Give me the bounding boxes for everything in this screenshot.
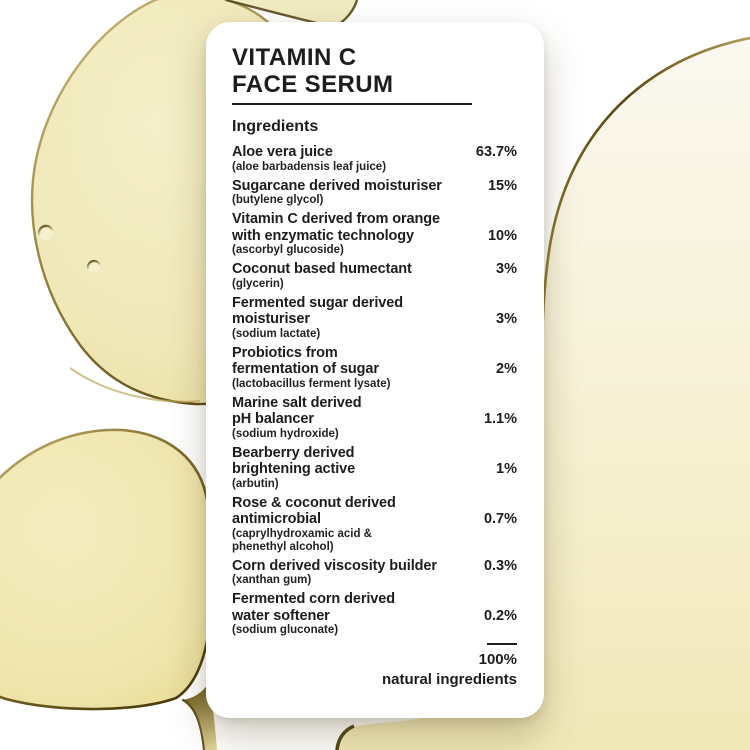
oil-bubble-small-1 bbox=[37, 224, 55, 242]
ingredient-percentage: 1.1% bbox=[483, 411, 517, 427]
total-percentage: 100% bbox=[478, 651, 517, 668]
total-divider bbox=[487, 643, 517, 645]
ingredient-inci: (sodium hydroxide) bbox=[232, 427, 339, 440]
ingredient-row: Bearberry derived brightening active 1% (… bbox=[232, 445, 517, 491]
ingredient-name: Fermented corn derived water softener bbox=[232, 591, 395, 624]
ingredient-row: Sugarcane derived moisturiser 15% (butyle… bbox=[232, 178, 517, 208]
product-title: VITAMIN C FACE SERUM bbox=[232, 44, 394, 98]
total-block: 100% natural ingredients bbox=[232, 643, 517, 688]
title-underline bbox=[232, 103, 472, 105]
ingredient-percentage: 10% bbox=[487, 227, 517, 244]
oil-bubble-small-2 bbox=[86, 259, 102, 275]
ingredients-card: VITAMIN C FACE SERUM Ingredients Aloe ve… bbox=[206, 22, 544, 718]
ingredient-row: Rose & coconut derived antimicrobial 0.7%… bbox=[232, 495, 517, 554]
ingredient-name: Vitamin C derived from orange with enzym… bbox=[232, 211, 440, 244]
ingredient-row: Vitamin C derived from orange with enzym… bbox=[232, 211, 517, 257]
ingredient-name: Bearberry derived brightening active bbox=[232, 444, 356, 478]
ingredient-percentage: 2% bbox=[496, 361, 517, 377]
ingredient-inci: (aloe barbadensis leaf juice) bbox=[232, 160, 387, 173]
ingredients-list: Aloe vera juice 63.7% (aloe barbadensis l… bbox=[232, 144, 517, 637]
ingredient-inci: (sodium lactate) bbox=[232, 327, 321, 340]
ingredient-inci: (caprylhydroxamic acid & phenethyl alcoh… bbox=[232, 527, 372, 553]
ingredient-inci: (arbutin) bbox=[232, 477, 279, 490]
ingredient-name: Fermented sugar derived moisturiser bbox=[232, 294, 403, 328]
ingredient-name: Aloe vera juice bbox=[232, 144, 333, 160]
ingredient-percentage: 0.2% bbox=[483, 607, 517, 624]
ingredient-row: Probiotics from fermentation of sugar 2% … bbox=[232, 345, 517, 391]
ingredient-name: Probiotics from fermentation of sugar bbox=[232, 344, 379, 378]
ingredients-heading: Ingredients bbox=[232, 118, 319, 135]
ingredient-inci: (xanthan gum) bbox=[232, 574, 312, 586]
ingredient-inci: (ascorbyl glucoside) bbox=[232, 244, 344, 256]
ingredient-row: Fermented sugar derived moisturiser 3% (s… bbox=[232, 295, 517, 341]
ingredient-percentage: 63.7% bbox=[475, 144, 517, 160]
oil-droplet-bottom-left bbox=[0, 428, 217, 750]
ingredient-percentage: 15% bbox=[487, 177, 517, 194]
ingredient-row: Corn derived viscosity builder 0.3% (xant… bbox=[232, 558, 517, 588]
ingredient-percentage: 3% bbox=[496, 311, 517, 327]
ingredient-name: Marine salt derived pH balancer bbox=[232, 394, 362, 428]
ingredient-percentage: 0.3% bbox=[483, 557, 517, 574]
ingredient-inci: (sodium gluconate) bbox=[232, 624, 339, 636]
ingredient-percentage: 0.7% bbox=[483, 511, 517, 527]
total-label: natural ingredients bbox=[381, 671, 517, 688]
ingredient-name: Rose & coconut derived antimicrobial bbox=[232, 494, 396, 528]
ingredient-percentage: 1% bbox=[496, 461, 517, 477]
ingredient-percentage: 3% bbox=[496, 261, 517, 277]
ingredient-inci: (butylene glycol) bbox=[232, 194, 324, 206]
ingredient-row: Coconut based humectant 3% (glycerin) bbox=[232, 261, 517, 291]
ingredient-name: Sugarcane derived moisturiser bbox=[232, 177, 442, 194]
ingredient-row: Marine salt derived pH balancer 1.1% (sod… bbox=[232, 395, 517, 441]
ingredient-row: Fermented corn derived water softener 0.2… bbox=[232, 591, 517, 637]
ingredient-name: Corn derived viscosity builder bbox=[232, 557, 437, 574]
ingredient-name: Coconut based humectant bbox=[232, 261, 412, 277]
ingredient-inci: (lactobacillus ferment lysate) bbox=[232, 377, 391, 390]
ingredient-inci: (glycerin) bbox=[232, 277, 284, 290]
ingredient-row: Aloe vera juice 63.7% (aloe barbadensis l… bbox=[232, 144, 517, 174]
